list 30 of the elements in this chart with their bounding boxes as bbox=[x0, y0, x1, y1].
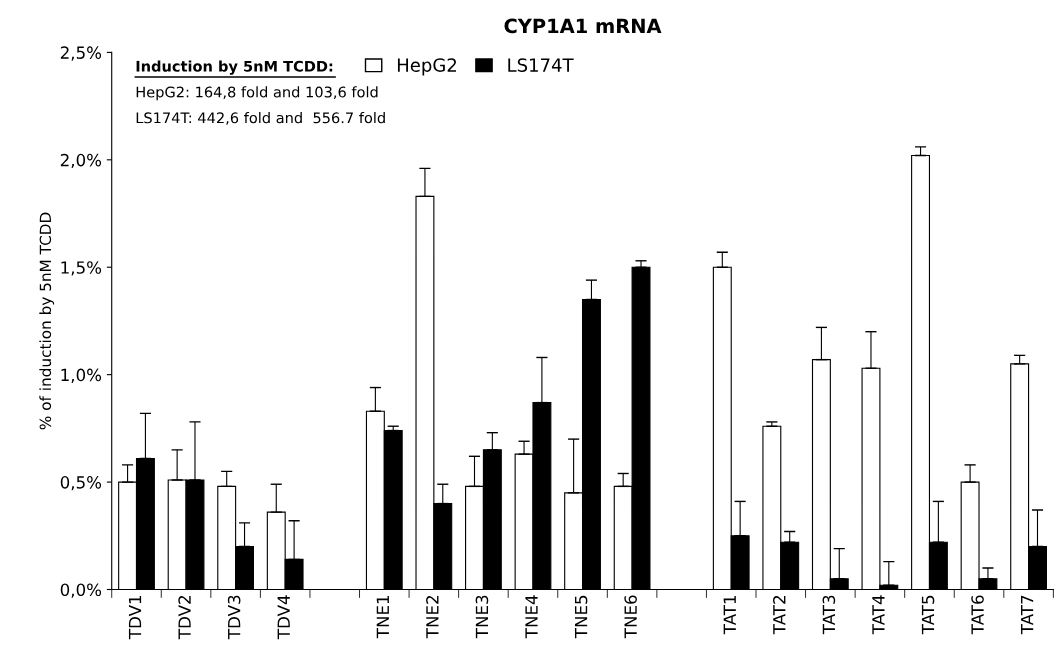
y-axis-title: % of induction by 5nM TCDD bbox=[39, 212, 55, 430]
legend-label: LS174T bbox=[508, 58, 574, 72]
annotation: Induction by 5nM TCDD: bbox=[136, 60, 333, 75]
y-tick-label: 0,0% bbox=[60, 583, 102, 598]
x-tick-label: TNE4 bbox=[525, 595, 538, 639]
chart-title: CYP1A1 mRNA bbox=[504, 18, 662, 34]
x-tick-label: TNE1 bbox=[376, 595, 389, 639]
y-tick-label: 0,5% bbox=[60, 476, 102, 491]
x-tick-label: TDV3 bbox=[227, 595, 241, 640]
x-tick-label: TDV2 bbox=[178, 596, 191, 640]
x-tick-label: TNE5 bbox=[574, 595, 588, 639]
annotation: LS174T: 442,6 fold and 556.7 fold bbox=[136, 112, 385, 125]
y-tick-label: 2,0% bbox=[60, 153, 102, 169]
x-tick-label: TAT3 bbox=[822, 595, 836, 635]
y-tick-label: 1,0% bbox=[61, 368, 102, 383]
x-tick-label: TAT1 bbox=[723, 595, 736, 635]
x-tick-label: TDV4 bbox=[277, 595, 290, 640]
x-tick-label: TAT6 bbox=[971, 595, 984, 635]
x-tick-label: TAT2 bbox=[773, 596, 786, 635]
x-tick-label: TAT4 bbox=[872, 595, 885, 635]
y-tick-label: 1,5% bbox=[61, 261, 102, 276]
x-tick-label: TNE2 bbox=[426, 596, 439, 639]
x-tick-label: TAT7 bbox=[1021, 595, 1034, 635]
x-tick-label: TNE6 bbox=[624, 595, 637, 639]
x-tick-label: TNE3 bbox=[475, 595, 489, 639]
annotation: HepG2: 164,8 fold and 103,6 fold bbox=[136, 86, 378, 101]
x-tick-label: TDV1 bbox=[128, 595, 142, 640]
y-tick-label: 2,5% bbox=[60, 46, 102, 61]
x-tick-label: TAT5 bbox=[921, 595, 935, 635]
legend-label: HepG2 bbox=[397, 58, 457, 76]
